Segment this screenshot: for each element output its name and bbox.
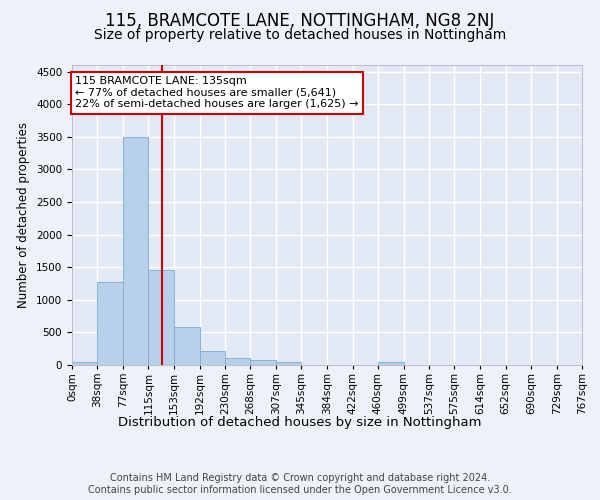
Text: Distribution of detached houses by size in Nottingham: Distribution of detached houses by size …: [118, 416, 482, 429]
Bar: [72, 362, 97, 365]
Text: Contains HM Land Registry data © Crown copyright and database right 2024.
Contai: Contains HM Land Registry data © Crown c…: [88, 474, 512, 495]
Bar: [225, 358, 250, 365]
Bar: [148, 270, 174, 365]
Bar: [250, 360, 276, 365]
Bar: [174, 327, 200, 365]
Bar: [200, 350, 225, 365]
Text: 115 BRAMCOTE LANE: 135sqm
← 77% of detached houses are smaller (5,641)
22% of se: 115 BRAMCOTE LANE: 135sqm ← 77% of detac…: [76, 76, 359, 110]
Text: 115, BRAMCOTE LANE, NOTTINGHAM, NG8 2NJ: 115, BRAMCOTE LANE, NOTTINGHAM, NG8 2NJ: [106, 12, 494, 30]
Bar: [276, 362, 301, 365]
Text: Size of property relative to detached houses in Nottingham: Size of property relative to detached ho…: [94, 28, 506, 42]
Y-axis label: Number of detached properties: Number of detached properties: [17, 122, 31, 308]
Bar: [378, 362, 404, 365]
Bar: [123, 136, 148, 365]
Bar: [97, 282, 123, 365]
